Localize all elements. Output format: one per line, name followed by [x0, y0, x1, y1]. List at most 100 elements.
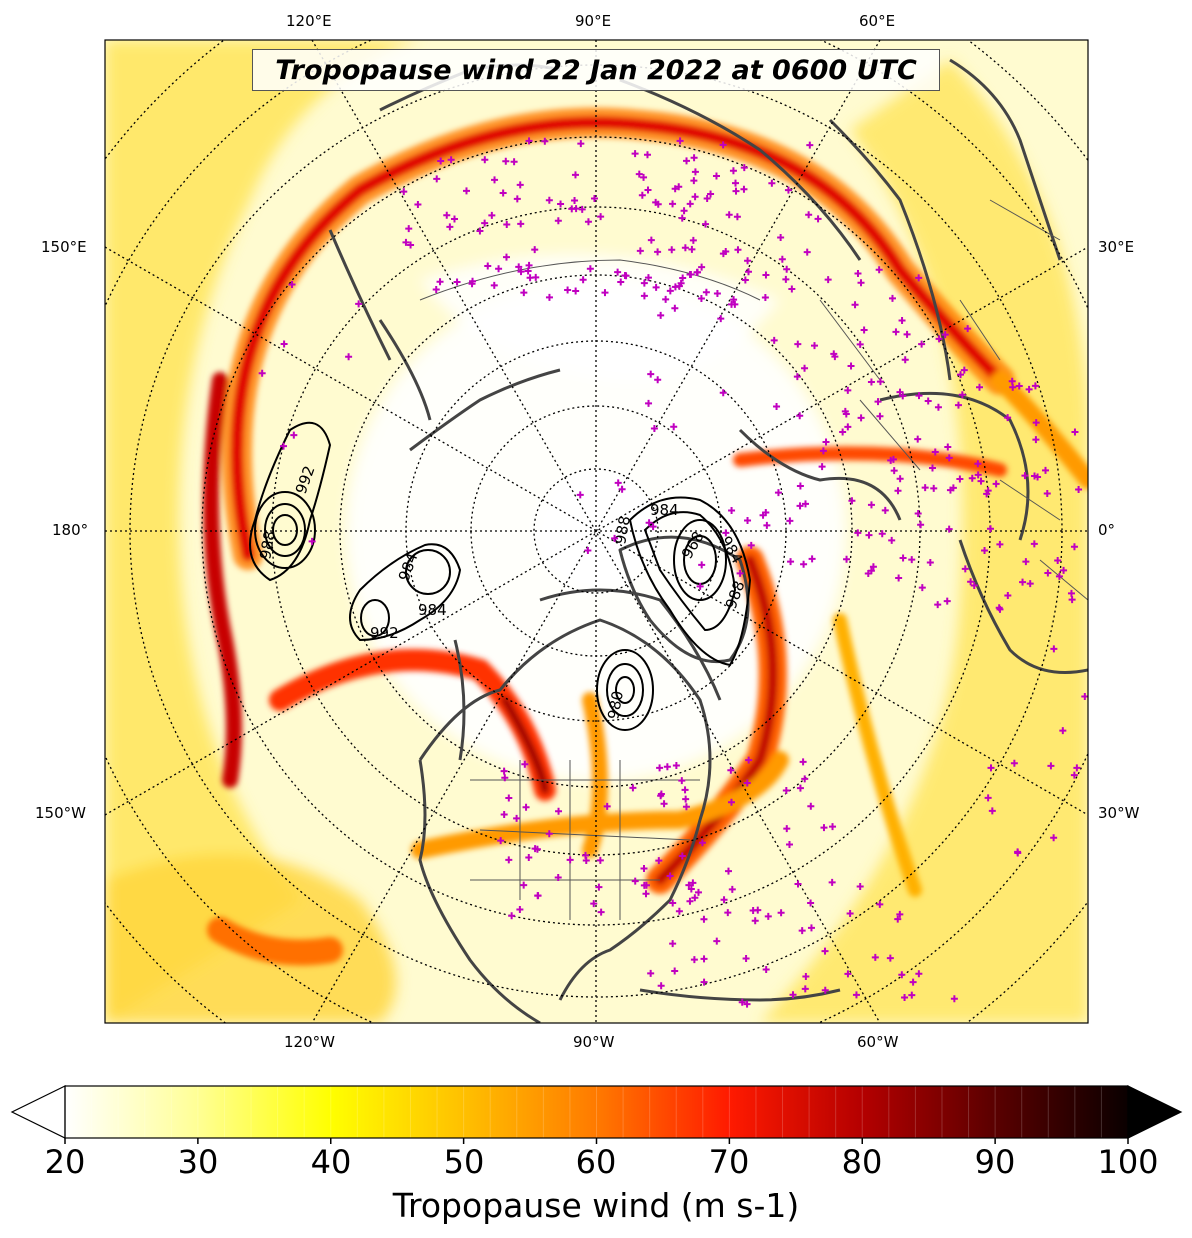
colorbar-tick-label: 80 — [841, 1143, 883, 1181]
station-marker — [682, 803, 690, 811]
station-marker — [821, 947, 829, 955]
station-marker — [988, 807, 996, 815]
colorbar-tick-label: 90 — [974, 1143, 1016, 1181]
station-marker — [525, 137, 533, 145]
station-marker — [576, 491, 584, 499]
station-marker — [794, 340, 802, 348]
station-marker — [584, 218, 592, 226]
station-marker — [554, 217, 562, 225]
station-marker — [924, 397, 932, 405]
station-marker — [640, 279, 648, 287]
station-marker — [689, 879, 697, 887]
station-marker — [901, 993, 909, 1001]
station-marker — [869, 563, 877, 571]
station-marker — [807, 802, 815, 810]
station-marker — [892, 328, 900, 336]
station-marker — [828, 878, 836, 886]
station-marker — [876, 378, 884, 386]
station-marker — [889, 455, 897, 463]
station-marker — [738, 998, 746, 1006]
station-marker — [545, 293, 553, 301]
station-marker — [672, 761, 680, 769]
station-marker — [796, 784, 804, 792]
station-marker — [945, 454, 953, 462]
station-marker — [414, 201, 422, 209]
station-marker — [1081, 693, 1088, 701]
station-marker — [867, 567, 875, 575]
station-marker — [935, 335, 943, 343]
station-marker — [732, 179, 740, 187]
station-marker — [854, 529, 862, 537]
station-marker — [896, 388, 904, 396]
station-marker — [571, 171, 579, 179]
station-marker — [601, 289, 609, 297]
station-marker — [577, 140, 585, 148]
station-marker — [660, 800, 668, 808]
station-marker — [557, 200, 565, 208]
station-marker — [941, 331, 949, 339]
station-marker — [545, 196, 553, 204]
station-marker — [1070, 771, 1078, 779]
station-marker — [691, 894, 699, 902]
station-marker — [909, 978, 917, 986]
station-marker — [1022, 558, 1030, 566]
station-marker — [568, 205, 576, 213]
station-marker — [799, 758, 807, 766]
station-marker — [649, 523, 657, 531]
station-marker — [1042, 466, 1050, 474]
station-marker — [1043, 489, 1051, 497]
station-marker — [685, 881, 693, 889]
station-marker — [678, 214, 686, 222]
station-marker — [581, 851, 589, 859]
station-marker — [670, 423, 678, 431]
station-marker — [280, 442, 288, 450]
station-marker — [728, 506, 736, 514]
station-marker — [355, 300, 363, 308]
station-marker — [796, 502, 804, 510]
station-marker — [258, 369, 266, 377]
colorbar-tick-label: 100 — [1097, 1143, 1159, 1181]
station-marker — [671, 185, 679, 193]
lon-label-120W: 120°W — [284, 1033, 335, 1051]
station-marker — [783, 265, 791, 273]
lon-label-150E: 150°E — [41, 238, 87, 256]
station-marker — [727, 798, 735, 806]
station-marker — [698, 561, 706, 569]
station-marker — [741, 276, 749, 284]
station-marker — [654, 200, 662, 208]
station-marker — [762, 508, 770, 516]
station-marker — [1071, 428, 1079, 436]
station-marker — [657, 311, 665, 319]
station-marker — [1070, 543, 1078, 551]
station-marker — [484, 262, 492, 270]
station-marker — [433, 175, 441, 183]
station-marker — [437, 157, 445, 165]
station-marker — [614, 479, 622, 487]
station-marker — [503, 221, 511, 229]
station-marker — [914, 435, 922, 443]
station-marker — [516, 181, 524, 189]
station-marker — [918, 340, 926, 348]
station-marker — [724, 909, 732, 917]
station-marker — [761, 293, 769, 301]
station-marker — [802, 973, 810, 981]
station-marker — [881, 506, 889, 514]
station-marker — [510, 158, 518, 166]
station-marker — [987, 764, 995, 772]
station-marker — [745, 756, 753, 764]
station-marker — [1047, 762, 1055, 770]
station-marker — [534, 892, 542, 900]
station-marker — [856, 340, 864, 348]
colorbar-tick-label: 50 — [443, 1143, 485, 1181]
station-marker — [686, 200, 694, 208]
station-marker — [742, 954, 750, 962]
station-marker — [914, 509, 922, 517]
station-marker — [996, 605, 1004, 613]
station-marker — [675, 183, 683, 191]
station-marker — [729, 167, 737, 175]
station-marker — [1031, 382, 1039, 390]
station-marker — [638, 191, 646, 199]
lon-label-90W: 90°W — [573, 1033, 615, 1051]
station-marker — [915, 392, 923, 400]
